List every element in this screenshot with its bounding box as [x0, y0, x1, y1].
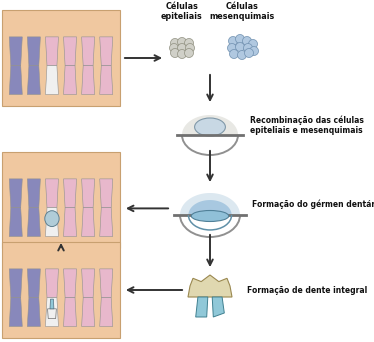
- Circle shape: [186, 43, 194, 53]
- Circle shape: [178, 43, 187, 53]
- Circle shape: [237, 51, 246, 60]
- Text: Formação do gérmen dentário: Formação do gérmen dentário: [252, 199, 374, 209]
- Polygon shape: [45, 66, 58, 94]
- Polygon shape: [82, 269, 95, 298]
- Polygon shape: [27, 208, 40, 236]
- Polygon shape: [9, 179, 22, 208]
- Bar: [2, 10, 120, 106]
- Circle shape: [230, 50, 239, 58]
- Polygon shape: [9, 37, 22, 66]
- Circle shape: [243, 43, 252, 53]
- Text: Células
epiteliais: Células epiteliais: [161, 2, 203, 22]
- Polygon shape: [64, 269, 77, 298]
- Polygon shape: [9, 66, 22, 94]
- Circle shape: [171, 39, 180, 48]
- Circle shape: [184, 39, 193, 48]
- Polygon shape: [177, 115, 243, 135]
- Polygon shape: [82, 66, 95, 94]
- Bar: [2, 242, 120, 338]
- Polygon shape: [100, 179, 113, 208]
- Polygon shape: [100, 66, 113, 94]
- Polygon shape: [27, 66, 40, 94]
- Circle shape: [236, 35, 245, 43]
- Circle shape: [229, 37, 237, 45]
- Polygon shape: [82, 37, 95, 66]
- Ellipse shape: [45, 211, 59, 226]
- Text: Recombinação das células
epiteliais e mesenquimais: Recombinação das células epiteliais e me…: [250, 115, 364, 135]
- Circle shape: [245, 49, 254, 57]
- Polygon shape: [100, 37, 113, 66]
- Circle shape: [171, 49, 180, 57]
- Polygon shape: [64, 208, 77, 236]
- Circle shape: [236, 42, 245, 52]
- Polygon shape: [82, 298, 95, 327]
- Polygon shape: [27, 269, 40, 298]
- Polygon shape: [82, 179, 95, 208]
- Circle shape: [248, 39, 258, 49]
- Text: Formação de dente integral: Formação de dente integral: [247, 286, 367, 295]
- Polygon shape: [45, 179, 58, 208]
- Circle shape: [169, 43, 178, 53]
- Polygon shape: [9, 298, 22, 327]
- Polygon shape: [64, 66, 77, 94]
- Circle shape: [242, 37, 251, 45]
- Polygon shape: [9, 208, 22, 236]
- Polygon shape: [50, 299, 54, 309]
- Polygon shape: [27, 179, 40, 208]
- Circle shape: [227, 43, 236, 53]
- Polygon shape: [27, 37, 40, 66]
- Polygon shape: [47, 309, 56, 318]
- Polygon shape: [9, 269, 22, 298]
- Polygon shape: [196, 297, 208, 317]
- Polygon shape: [100, 269, 113, 298]
- Circle shape: [184, 49, 193, 57]
- Polygon shape: [188, 275, 232, 297]
- Circle shape: [178, 50, 187, 58]
- Polygon shape: [64, 179, 77, 208]
- Polygon shape: [27, 298, 40, 327]
- Polygon shape: [45, 269, 58, 298]
- Polygon shape: [82, 208, 95, 236]
- Polygon shape: [188, 200, 232, 215]
- Polygon shape: [212, 297, 224, 317]
- Polygon shape: [100, 208, 113, 236]
- Ellipse shape: [194, 118, 226, 136]
- Circle shape: [178, 38, 187, 47]
- Polygon shape: [64, 298, 77, 327]
- Circle shape: [249, 47, 258, 55]
- Polygon shape: [64, 37, 77, 66]
- Polygon shape: [45, 37, 58, 66]
- Polygon shape: [45, 298, 58, 327]
- Text: Células
mesenquimais: Células mesenquimais: [209, 2, 275, 22]
- Ellipse shape: [191, 210, 229, 222]
- Polygon shape: [100, 298, 113, 327]
- Polygon shape: [174, 193, 246, 215]
- Bar: [2, 152, 120, 248]
- Polygon shape: [45, 208, 58, 236]
